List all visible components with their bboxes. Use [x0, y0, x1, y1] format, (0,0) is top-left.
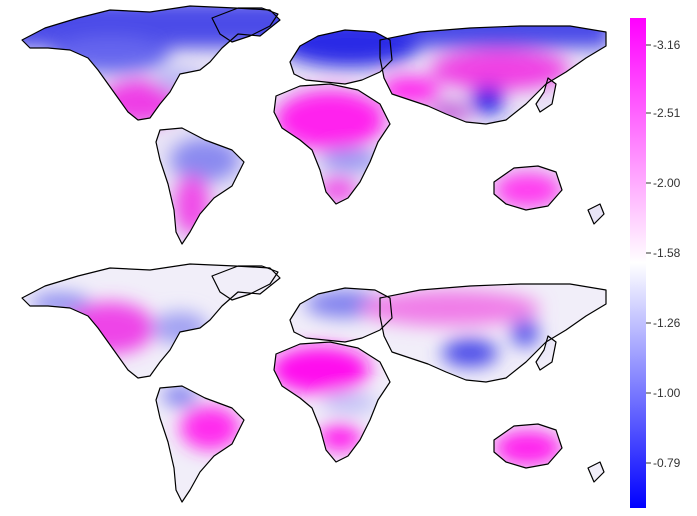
- bottom-world-map: [21, 263, 607, 503]
- colorbar-tick-label: -0.79: [653, 456, 681, 470]
- colorbar-tick-label: -1.26: [653, 316, 681, 330]
- colorbar: -3.16 -2.51 -2.00 -1.58 -1.26 -1.00 -0.7…: [630, 18, 681, 508]
- colorbar-gradient: [630, 18, 646, 508]
- colorbar-tick-label: -1.00: [653, 386, 681, 400]
- colorbar-tick-label: -3.16: [653, 38, 681, 52]
- colorbar-tick-label: -1.58: [653, 246, 681, 260]
- top-world-map: [21, 5, 607, 245]
- colorbar-tick-label: -2.51: [653, 106, 681, 120]
- colorbar-tick-label: -2.00: [653, 176, 681, 190]
